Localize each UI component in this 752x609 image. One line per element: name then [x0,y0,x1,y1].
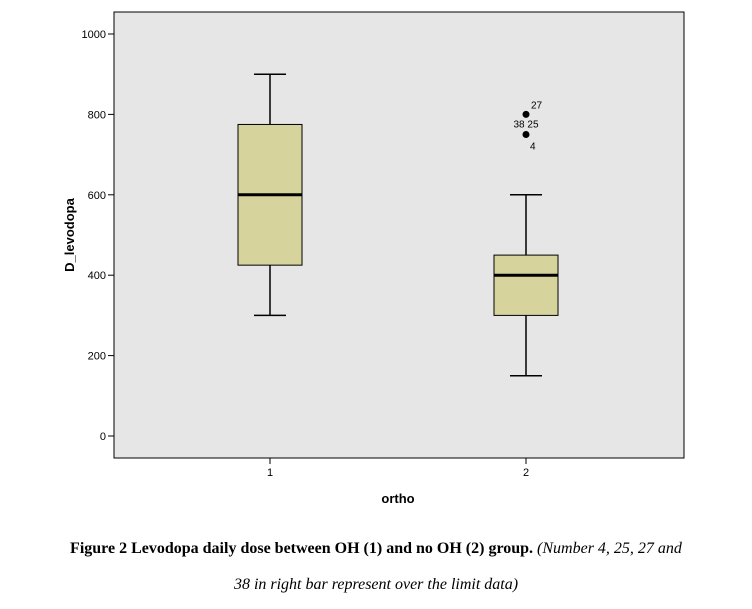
y-tick-label: 0 [100,431,106,443]
boxes: 27 38 25 4 [237,73,559,377]
figure-caption-line-1: Figure 2 Levodopa daily dose between OH … [0,540,752,558]
y-tick-label: 800 [88,109,106,121]
outlier-label: 27 [531,100,543,111]
caption-italic-2: 38 in right bar represent over the limit… [233,576,519,593]
caption-bold: Figure 2 Levodopa daily dose between OH … [70,540,534,557]
y-tick-label: 600 [88,190,106,202]
x-tick-label: 2 [523,467,529,479]
box-group-1 [237,73,303,317]
box-group-2: 27 38 25 4 [493,100,559,377]
outlier-label: 4 [530,142,536,153]
x-axis-title: ortho [381,491,414,506]
x-tick-label: 1 [267,467,273,479]
outlier-point [522,110,530,118]
y-axis: 0 200 400 600 800 1000 [82,29,114,443]
y-tick-label: 1000 [82,29,106,41]
y-axis-title: D_levodopa [62,197,77,271]
outlier-label: 38 25 [513,120,538,131]
iqr-box [493,254,559,316]
caption-italic-1: (Number 4, 25, 27 and [537,540,682,557]
y-tick-label: 200 [88,351,106,363]
outlier-point [522,131,530,138]
plot-area [113,11,685,459]
y-tick-label: 400 [88,270,106,282]
figure-caption-line-2: 38 in right bar represent over the limit… [0,576,752,594]
